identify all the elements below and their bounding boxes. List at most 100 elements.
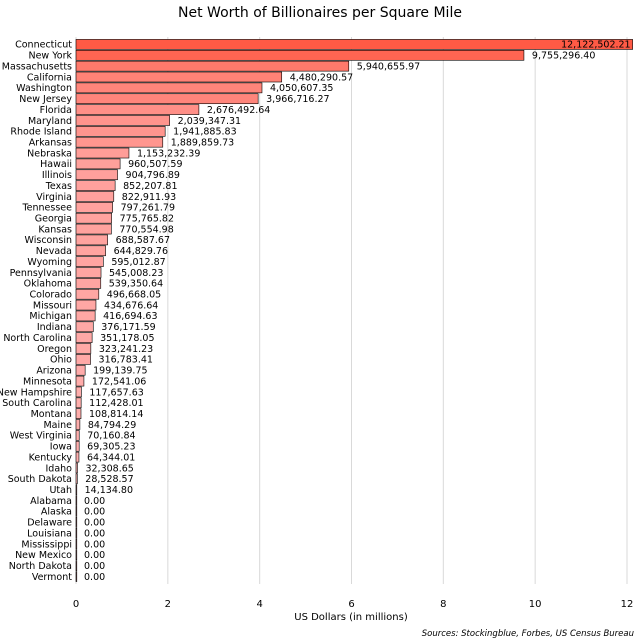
x-tick-label: 6 <box>348 599 354 610</box>
value-label: 28,528.57 <box>85 474 133 485</box>
category-label: Florida <box>40 105 72 116</box>
category-label: North Carolina <box>3 333 72 344</box>
category-label: Michigan <box>29 311 72 322</box>
category-label: New Mexico <box>15 550 72 561</box>
bar <box>75 538 78 550</box>
category-label: Oregon <box>37 344 72 355</box>
bar <box>75 549 78 561</box>
bar <box>75 93 259 105</box>
bar <box>75 158 121 170</box>
bar <box>75 321 94 333</box>
bar <box>75 234 108 246</box>
category-label: South Carolina <box>2 398 72 409</box>
bar <box>75 202 113 213</box>
category-label: New York <box>28 51 72 62</box>
value-label: 496,668.05 <box>107 290 161 301</box>
bars <box>75 39 633 582</box>
category-label: Illinois <box>42 170 72 181</box>
x-tick-label: 2 <box>165 599 171 610</box>
category-label: California <box>27 72 72 83</box>
category-label: Hawaii <box>40 159 72 170</box>
category-label: Wisconsin <box>25 235 72 246</box>
x-tick-label: 0 <box>73 599 79 610</box>
category-label: Wyoming <box>27 257 72 268</box>
bar <box>75 375 85 387</box>
value-label: 0.00 <box>84 550 105 561</box>
value-label: 84,794.29 <box>88 420 136 431</box>
category-label: South Dakota <box>8 474 72 485</box>
value-label: 112,428.01 <box>89 398 143 409</box>
bar <box>75 49 525 61</box>
category-label: Kansas <box>38 224 72 235</box>
bar <box>75 256 104 267</box>
value-label: 852,207.81 <box>123 181 177 192</box>
category-label: Alabama <box>30 496 72 507</box>
value-label: 108,814.14 <box>89 409 143 420</box>
category-label: Washington <box>16 83 72 94</box>
category-label: Mississippi <box>21 539 72 550</box>
x-tick-labels: 0 2 4 6 8 10 12 <box>73 599 634 610</box>
bar <box>75 516 78 528</box>
value-label: 172,541.06 <box>92 376 146 387</box>
category-label: Pennsylvania <box>10 268 72 279</box>
bar <box>75 267 102 278</box>
value-label: 70,160.84 <box>87 431 135 442</box>
value-label: 0.00 <box>84 518 105 529</box>
grid-lines <box>75 37 628 584</box>
bar <box>75 440 80 452</box>
value-label: 0.00 <box>84 507 105 518</box>
x-tick-label: 12 <box>621 599 634 610</box>
bar <box>75 212 112 224</box>
value-label: 4,480,290.57 <box>290 72 353 83</box>
value-label: 822,911.93 <box>122 192 176 203</box>
bar <box>75 115 170 126</box>
bar <box>75 169 118 181</box>
value-label: 64,344.01 <box>87 452 135 463</box>
value-label: 69,305.23 <box>87 442 135 453</box>
value-label: 9,755,296.40 <box>532 51 595 62</box>
bar <box>75 451 80 463</box>
bar <box>75 386 82 398</box>
value-label: 770,554.98 <box>119 224 173 235</box>
value-label: 14,134.80 <box>85 485 133 496</box>
category-label: Missouri <box>33 300 72 311</box>
bar <box>75 571 78 582</box>
value-label: 4,050,607.35 <box>270 83 333 94</box>
bar <box>75 104 200 115</box>
value-label: 688,587.67 <box>116 235 170 246</box>
value-label: 2,039,347.31 <box>178 116 241 127</box>
category-label: Oklahoma <box>24 279 72 290</box>
bar <box>75 126 166 137</box>
value-label: 960,507.59 <box>128 159 182 170</box>
value-label: 0.00 <box>84 496 105 507</box>
value-label: 1,889,859.73 <box>171 137 234 148</box>
bar <box>75 495 78 506</box>
category-label: Massachusetts <box>2 61 72 72</box>
value-label: 595,012.87 <box>111 257 165 268</box>
value-label: 1,153,232.39 <box>137 148 200 159</box>
bar <box>75 364 86 376</box>
value-label: 0.00 <box>84 539 105 550</box>
category-label: Texas <box>45 181 72 192</box>
category-label: Delaware <box>27 518 72 529</box>
category-label: Idaho <box>46 463 73 474</box>
category-label: Arizona <box>36 366 72 377</box>
value-label: 545,008.23 <box>109 268 163 279</box>
category-label: Virginia <box>36 192 72 203</box>
value-label: 539,350.64 <box>109 279 163 290</box>
value-label: 32,308.65 <box>85 463 133 474</box>
bar <box>75 71 283 83</box>
value-label: 0.00 <box>84 528 105 539</box>
x-tick-label: 4 <box>256 599 262 610</box>
value-label: 316,783.41 <box>99 355 153 366</box>
category-label: Kentucky <box>29 452 73 463</box>
category-label: Georgia <box>35 213 72 224</box>
category-label: New Jersey <box>19 94 72 105</box>
bar <box>75 473 78 485</box>
x-tick-label: 8 <box>440 599 446 610</box>
category-label: Tennessee <box>21 203 72 214</box>
bar <box>75 397 82 409</box>
value-label: 1,941,885.83 <box>173 127 236 138</box>
category-label: Maryland <box>28 116 72 127</box>
bar <box>75 299 97 311</box>
